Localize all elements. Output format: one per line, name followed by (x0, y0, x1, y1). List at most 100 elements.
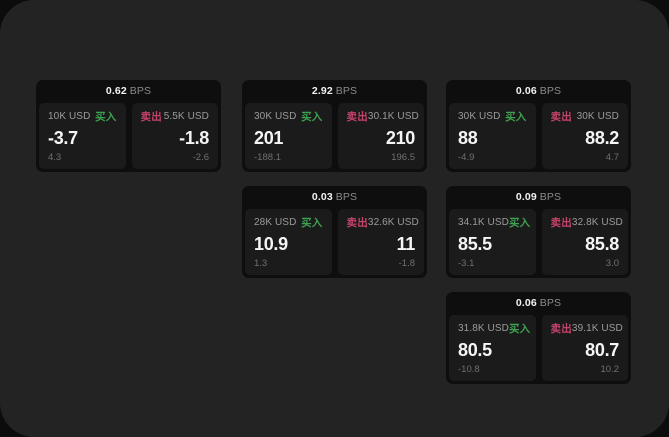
sell-size-label: 32.8K USD (571, 217, 623, 228)
buy-size-label: 10K USD (48, 111, 91, 122)
sell-header-row: 卖出 5.5K USD (141, 110, 210, 123)
buy-size-label: 28K USD (254, 217, 297, 228)
sell-panel[interactable]: 卖出 39.1K USD 80.7 10.2 (541, 315, 628, 381)
bps-value: 0.62 (105, 85, 127, 97)
quote-card[interactable]: 2.92 BPS 30K USD 买入 201 -188.1 卖出 30.1K USD 210 1… (242, 80, 427, 172)
card-sides: 28K USD 买入 10.9 1.3 卖出 32.6K USD 11 -1.8 (242, 209, 427, 278)
sell-panel[interactable]: 卖出 30.1K USD 210 196.5 (337, 103, 424, 169)
buy-action-label: 买入 (95, 111, 117, 123)
card-bps-header: 0.09 BPS (446, 186, 631, 209)
sell-action-label: 卖出 (346, 217, 368, 229)
bps-unit-label: BPS (335, 191, 358, 203)
sell-secondary-value: -1.8 (398, 258, 415, 269)
buy-secondary-value: 4.3 (48, 152, 62, 163)
buy-header-row: 34.1K USD 买入 (458, 216, 531, 229)
buy-size-label: 30K USD (254, 111, 297, 122)
sell-action-label: 卖出 (140, 111, 162, 123)
sell-secondary-value: 3.0 (605, 258, 619, 269)
buy-price-value: 201 (254, 128, 284, 148)
buy-size-label: 31.8K USD (458, 323, 509, 334)
sell-panel[interactable]: 卖出 5.5K USD -1.8 -2.6 (131, 103, 218, 169)
sell-panel[interactable]: 卖出 32.6K USD 11 -1.8 (337, 209, 424, 275)
bps-value: 2.92 (311, 85, 333, 97)
buy-action-label: 买入 (508, 217, 531, 229)
buy-panel[interactable]: 10K USD 买入 -3.7 4.3 (39, 103, 126, 169)
sell-price-value: 80.7 (585, 340, 619, 360)
buy-price-value: 80.5 (458, 340, 492, 360)
sell-secondary-value: 4.7 (605, 152, 619, 163)
sell-action-label: 卖出 (550, 111, 572, 123)
bps-unit-label: BPS (539, 191, 562, 203)
sell-size-label: 5.5K USD (163, 111, 209, 122)
buy-action-label: 买入 (301, 111, 323, 123)
sell-price-value: 88.2 (585, 128, 619, 148)
buy-header-row: 31.8K USD 买入 (458, 322, 531, 335)
buy-panel[interactable]: 28K USD 买入 10.9 1.3 (245, 209, 332, 275)
buy-header-row: 30K USD 买入 (458, 110, 527, 123)
buy-panel[interactable]: 31.8K USD 买入 80.5 -10.8 (449, 315, 536, 381)
quote-card[interactable]: 0.06 BPS 30K USD 买入 88 -4.9 卖出 30K USD 88.2 4.7 (446, 80, 631, 172)
buy-action-label: 买入 (301, 217, 323, 229)
sell-size-label: 39.1K USD (571, 323, 623, 334)
buy-header-row: 28K USD 买入 (254, 216, 323, 229)
bps-value: 0.09 (515, 191, 537, 203)
bps-unit-label: BPS (539, 297, 562, 309)
sell-panel[interactable]: 卖出 30K USD 88.2 4.7 (541, 103, 628, 169)
bps-value: 0.06 (515, 85, 537, 97)
card-sides: 31.8K USD 买入 80.5 -10.8 卖出 39.1K USD 80.7 10.2 (446, 315, 631, 384)
bps-value: 0.06 (515, 297, 537, 309)
bps-value: 0.03 (311, 191, 333, 203)
bps-unit-label: BPS (335, 85, 358, 97)
sell-action-label: 卖出 (550, 217, 572, 229)
buy-panel[interactable]: 30K USD 买入 201 -188.1 (245, 103, 332, 169)
sell-size-label: 30K USD (576, 111, 619, 122)
sell-action-label: 卖出 (346, 111, 368, 123)
quote-card[interactable]: 0.62 BPS 10K USD 买入 -3.7 4.3 卖出 5.5K USD -1.8 -2.… (36, 80, 221, 172)
sell-header-row: 卖出 32.8K USD (550, 216, 623, 229)
sell-header-row: 卖出 32.6K USD (346, 216, 419, 229)
sell-panel[interactable]: 卖出 32.8K USD 85.8 3.0 (541, 209, 628, 275)
quote-card[interactable]: 0.03 BPS 28K USD 买入 10.9 1.3 卖出 32.6K USD 11 -1.8 (242, 186, 427, 278)
card-bps-header: 0.62 BPS (36, 80, 221, 103)
card-bps-header: 0.06 BPS (446, 80, 631, 103)
sell-price-value: 11 (396, 234, 416, 254)
bps-unit-label: BPS (129, 85, 152, 97)
sell-size-label: 32.6K USD (367, 217, 419, 228)
quote-card[interactable]: 0.09 BPS 34.1K USD 买入 85.5 -3.1 卖出 32.8K USD 85.… (446, 186, 631, 278)
buy-header-row: 30K USD 买入 (254, 110, 323, 123)
sell-header-row: 卖出 30.1K USD (346, 110, 419, 123)
buy-secondary-value: -10.8 (458, 364, 480, 375)
sell-action-label: 卖出 (550, 323, 572, 335)
sell-secondary-value: -2.6 (192, 152, 209, 163)
buy-panel[interactable]: 30K USD 买入 88 -4.9 (449, 103, 536, 169)
quote-card[interactable]: 0.06 BPS 31.8K USD 买入 80.5 -10.8 卖出 39.1K USD 80… (446, 292, 631, 384)
buy-header-row: 10K USD 买入 (48, 110, 117, 123)
buy-action-label: 买入 (505, 111, 527, 123)
card-bps-header: 0.03 BPS (242, 186, 427, 209)
buy-secondary-value: 1.3 (254, 258, 268, 269)
buy-panel[interactable]: 34.1K USD 买入 85.5 -3.1 (449, 209, 536, 275)
buy-price-value: -3.7 (48, 128, 78, 148)
card-sides: 10K USD 买入 -3.7 4.3 卖出 5.5K USD -1.8 -2.6 (36, 103, 221, 172)
sell-price-value: 210 (385, 128, 415, 148)
card-bps-header: 0.06 BPS (446, 292, 631, 315)
sell-header-row: 卖出 30K USD (551, 110, 620, 123)
column-2: 2.92 BPS 30K USD 买入 201 -188.1 卖出 30.1K USD 210 1… (242, 80, 427, 292)
sell-secondary-value: 196.5 (391, 152, 415, 163)
card-bps-header: 2.92 BPS (242, 80, 427, 103)
column-1: 0.62 BPS 10K USD 买入 -3.7 4.3 卖出 5.5K USD -1.8 -2.… (36, 80, 221, 186)
column-3: 0.06 BPS 30K USD 买入 88 -4.9 卖出 30K USD 88.2 4.7 0.… (446, 80, 631, 398)
buy-size-label: 34.1K USD (458, 217, 509, 228)
buy-secondary-value: -188.1 (254, 152, 281, 163)
sell-secondary-value: 10.2 (600, 364, 620, 375)
buy-action-label: 买入 (508, 323, 531, 335)
buy-price-value: 85.5 (458, 234, 492, 254)
card-sides: 30K USD 买入 88 -4.9 卖出 30K USD 88.2 4.7 (446, 103, 631, 172)
sell-price-value: -1.8 (179, 128, 209, 148)
buy-price-value: 88 (458, 128, 478, 148)
buy-secondary-value: -4.9 (458, 152, 475, 163)
card-sides: 34.1K USD 买入 85.5 -3.1 卖出 32.8K USD 85.8 3.0 (446, 209, 631, 278)
card-sides: 30K USD 买入 201 -188.1 卖出 30.1K USD 210 196.5 (242, 103, 427, 172)
